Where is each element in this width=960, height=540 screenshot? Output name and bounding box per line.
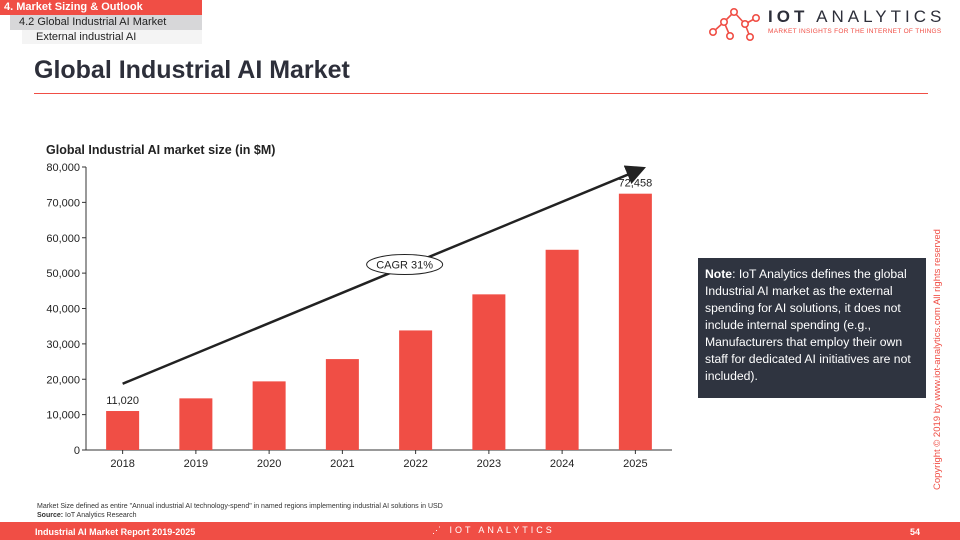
logo-tagline: MARKET INSIGHTS FOR THE INTERNET OF THIN… [768, 28, 942, 35]
footer-report-title: Industrial AI Market Report 2019-2025 [35, 527, 196, 537]
bar-2018 [106, 411, 140, 450]
y-tick-label: 20,000 [46, 374, 80, 386]
footer-logo-icon: ⋰ [432, 525, 450, 535]
source-value: IoT Analytics Research [63, 512, 137, 519]
y-tick-label: 80,000 [46, 162, 80, 174]
bar-2020 [252, 381, 286, 450]
x-tick-label: 2020 [257, 458, 281, 470]
cagr-label: CAGR 31% [376, 260, 433, 272]
title-divider [34, 93, 928, 94]
y-tick-label: 60,000 [46, 233, 80, 245]
x-tick-label: 2018 [110, 458, 134, 470]
market-size-chart: Global Industrial AI market size (in $M)… [46, 143, 672, 470]
bar-2019 [179, 398, 213, 450]
footnote: Market Size defined as entire "Annual in… [37, 502, 443, 520]
logo-name: IOT ANALYTICS [768, 7, 946, 26]
y-tick-label: 50,000 [46, 268, 80, 280]
y-tick-label: 0 [74, 445, 80, 457]
page-number: 54 [909, 527, 920, 537]
bar-2023 [472, 294, 506, 450]
note-label: Note [705, 267, 733, 281]
source-label: Source: [37, 512, 64, 519]
copyright-text: Copyright © 2019 by www.iot-analytics.co… [932, 229, 943, 490]
bar-2025 [618, 193, 652, 451]
x-tick-label: 2023 [477, 458, 501, 470]
breadcrumb-section[interactable]: 4. Market Sizing & Outlook [0, 0, 202, 15]
iot-analytics-logo: IOT ANALYTICS MARKET INSIGHTS FOR THE IN… [706, 4, 952, 46]
breadcrumb-topic[interactable]: External industrial AI [22, 30, 202, 44]
footer-bar: Industrial AI Market Report 2019-2025 ⋰ … [0, 522, 960, 540]
data-label: 11,020 [106, 395, 139, 407]
x-tick-label: 2025 [623, 458, 647, 470]
bar-2021 [325, 359, 359, 450]
footnote-definition: Market Size defined as entire "Annual in… [37, 503, 443, 510]
y-tick-label: 10,000 [46, 410, 80, 422]
page-title: Global Industrial AI Market [34, 56, 350, 84]
x-tick-label: 2021 [330, 458, 354, 470]
note-text: : IoT Analytics defines the global Indus… [705, 267, 911, 383]
y-tick-label: 30,000 [46, 339, 80, 351]
bar-2024 [545, 249, 579, 450]
definition-note: Note: IoT Analytics defines the global I… [698, 258, 926, 398]
x-tick-label: 2024 [550, 458, 574, 470]
footer-logo: ⋰ IOT ANALYTICS [432, 525, 555, 535]
x-tick-label: 2019 [184, 458, 208, 470]
trend-arrow [122, 165, 646, 385]
network-logo-icon [708, 8, 760, 41]
data-label: 72,458 [619, 178, 653, 190]
y-tick-label: 70,000 [46, 197, 80, 209]
chart-title: Global Industrial AI market size (in $M) [46, 143, 275, 157]
bar-2022 [399, 330, 433, 450]
cagr-badge [366, 254, 444, 276]
x-tick-label: 2022 [403, 458, 427, 470]
y-tick-label: 40,000 [46, 304, 80, 316]
breadcrumb-subsection[interactable]: 4.2 Global Industrial AI Market [10, 15, 202, 30]
